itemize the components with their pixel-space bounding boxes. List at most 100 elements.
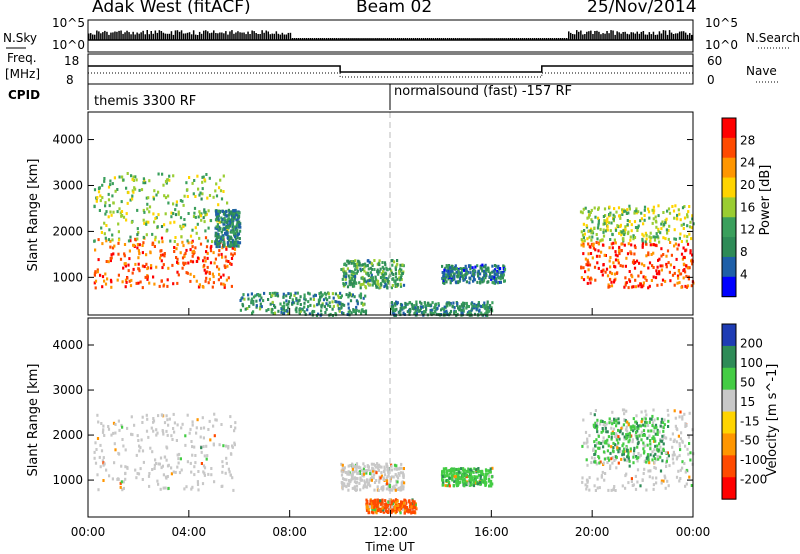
data-cell xyxy=(635,209,638,213)
data-cell xyxy=(587,242,590,246)
data-cell xyxy=(216,242,219,246)
data-cell xyxy=(632,235,635,239)
data-cell xyxy=(164,196,168,200)
data-cell xyxy=(216,219,219,223)
data-cell xyxy=(229,425,233,428)
data-cell xyxy=(401,272,404,275)
data-cell xyxy=(602,461,605,465)
data-cell xyxy=(641,478,644,482)
y-tick-label: 3000 xyxy=(52,178,83,192)
data-cell xyxy=(214,189,217,193)
data-cell xyxy=(677,434,680,438)
nsky-bar xyxy=(499,38,501,40)
data-cell xyxy=(283,304,286,308)
data-cell xyxy=(355,476,358,480)
data-cell xyxy=(460,270,463,274)
data-cell xyxy=(373,469,376,473)
colorbar-swatch xyxy=(722,137,736,159)
data-cell xyxy=(589,281,592,285)
data-cell xyxy=(329,305,332,308)
data-cell xyxy=(304,312,307,316)
data-cell xyxy=(586,275,589,279)
data-cell xyxy=(184,434,187,438)
data-cell xyxy=(615,424,618,428)
data-cell xyxy=(448,484,451,488)
data-cell xyxy=(649,469,652,473)
data-cell xyxy=(642,283,645,287)
cpid-label: CPID xyxy=(8,88,40,102)
data-cell xyxy=(359,269,363,273)
data-cell xyxy=(602,436,605,440)
data-cell xyxy=(222,273,225,277)
data-cell xyxy=(489,467,492,471)
data-cell xyxy=(364,286,368,290)
data-cell xyxy=(664,279,667,283)
data-cell xyxy=(369,283,372,287)
data-cell xyxy=(413,304,416,308)
data-cell xyxy=(93,205,96,209)
nsky-bar xyxy=(505,38,507,40)
data-cell xyxy=(680,240,683,243)
data-cell xyxy=(590,227,593,231)
nsky-bar xyxy=(263,32,265,40)
data-cell xyxy=(93,450,96,454)
data-cell xyxy=(372,476,375,480)
data-cell xyxy=(191,245,194,249)
data-cell xyxy=(331,307,334,311)
data-cell xyxy=(324,292,327,296)
data-cell xyxy=(186,195,189,198)
nsky-bar xyxy=(346,38,348,40)
data-cell xyxy=(665,262,668,266)
data-cell xyxy=(227,238,230,242)
nsky-bar xyxy=(475,38,477,40)
data-cell xyxy=(602,215,605,218)
data-cell xyxy=(234,237,237,241)
data-cell xyxy=(230,218,233,222)
data-cell xyxy=(224,231,227,235)
data-cell xyxy=(397,487,400,491)
data-cell xyxy=(477,469,480,473)
colorbar-tick-label: 20 xyxy=(740,178,755,192)
data-cell xyxy=(193,179,196,182)
data-cell xyxy=(160,236,164,240)
data-cell xyxy=(303,293,306,297)
data-cell xyxy=(233,252,236,256)
data-cell xyxy=(131,271,134,275)
data-cell xyxy=(670,253,673,257)
nsky-bar xyxy=(118,30,120,40)
data-cell xyxy=(484,477,488,480)
data-cell xyxy=(347,274,350,278)
data-cell xyxy=(396,480,399,484)
data-cell xyxy=(615,455,618,459)
data-cell xyxy=(683,216,687,220)
data-cell xyxy=(593,453,596,456)
data-cell xyxy=(225,444,228,448)
data-cell xyxy=(227,226,230,230)
data-cell xyxy=(606,461,609,464)
data-cell xyxy=(437,302,440,306)
data-cell xyxy=(382,487,385,491)
data-cell xyxy=(441,264,444,268)
nsky-bar xyxy=(406,38,409,40)
data-cell xyxy=(637,424,640,428)
nsky-bar xyxy=(509,38,511,40)
data-cell xyxy=(174,470,177,474)
data-cell xyxy=(638,434,641,438)
data-cell xyxy=(593,413,596,417)
data-cell xyxy=(583,229,586,232)
data-cell xyxy=(609,464,612,468)
data-cell xyxy=(179,224,182,228)
data-cell xyxy=(503,269,506,273)
colorbar-tick-label: 8 xyxy=(740,245,748,259)
data-cell xyxy=(166,284,169,288)
data-cell xyxy=(636,437,639,441)
nsky-bar xyxy=(231,30,233,40)
data-cell xyxy=(145,196,148,200)
data-cell xyxy=(384,272,388,276)
data-cell xyxy=(628,431,631,435)
data-cell xyxy=(628,204,631,208)
nsky-bar xyxy=(271,33,273,40)
data-cell xyxy=(398,276,401,280)
nave-tick-top: 60 xyxy=(707,54,722,68)
data-cell xyxy=(147,435,150,439)
